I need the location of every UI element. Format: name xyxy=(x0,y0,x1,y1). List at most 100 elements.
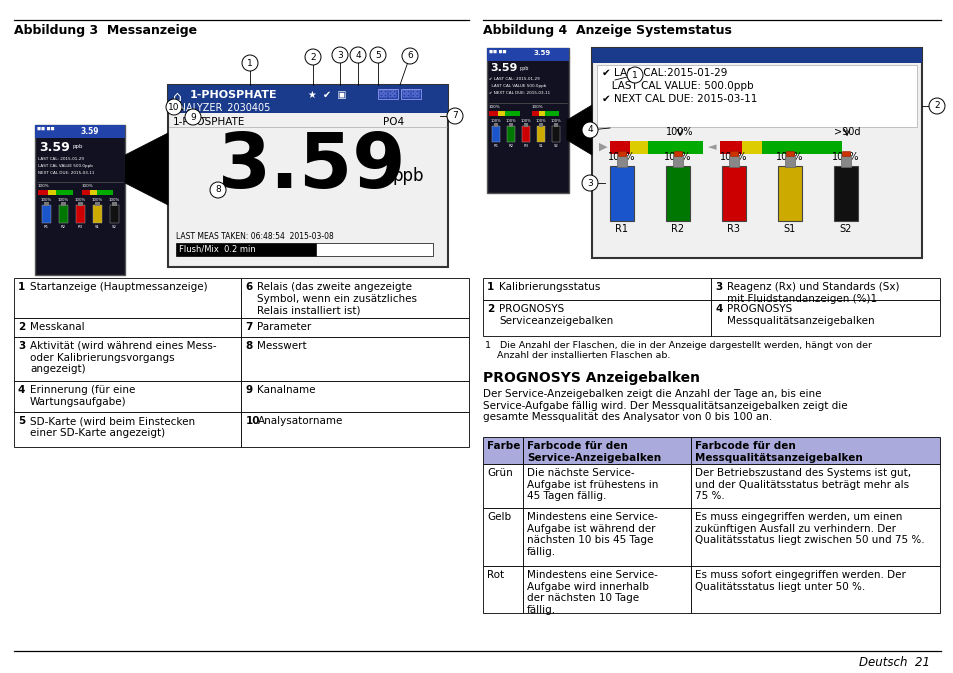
Text: 4: 4 xyxy=(715,304,722,314)
Text: 100%: 100% xyxy=(550,119,560,123)
Bar xyxy=(412,94,415,97)
Text: Deutsch  21: Deutsch 21 xyxy=(858,656,929,669)
Text: 1: 1 xyxy=(632,71,638,79)
Bar xyxy=(377,89,397,99)
Bar xyxy=(168,85,448,267)
Bar xyxy=(721,166,745,221)
Polygon shape xyxy=(566,105,592,155)
Text: ppb: ppb xyxy=(393,167,424,185)
Text: S2: S2 xyxy=(112,225,116,229)
Bar xyxy=(537,126,544,142)
Text: 2: 2 xyxy=(933,102,939,110)
Text: 7: 7 xyxy=(245,322,253,332)
Text: PROGNOSYS Anzeigebalken: PROGNOSYS Anzeigebalken xyxy=(482,371,700,385)
Bar xyxy=(672,155,682,167)
Bar xyxy=(241,412,469,447)
Text: Kanalname: Kanalname xyxy=(257,385,315,395)
Text: Der Service-Anzeigebalken zeigt die Anzahl der Tage an, bis eine
Service-Aufgabe: Der Service-Anzeigebalken zeigt die Anza… xyxy=(482,389,846,422)
Text: 100%: 100% xyxy=(38,184,50,188)
Text: Farbcode für den
Service-Anzeigebalken: Farbcode für den Service-Anzeigebalken xyxy=(526,441,660,462)
Bar xyxy=(729,151,738,156)
Circle shape xyxy=(210,182,226,198)
Bar xyxy=(609,166,634,221)
Circle shape xyxy=(332,47,348,63)
Text: Es muss eingegriffen werden, um einen
zukünftigen Ausfall zu verhindern. Der
Qua: Es muss eingegriffen werden, um einen zu… xyxy=(695,512,923,545)
Text: 9: 9 xyxy=(245,385,253,395)
Bar xyxy=(38,190,48,195)
Text: R3: R3 xyxy=(523,144,528,148)
Text: Reagenz (Rx) und Standards (Sx)
mit Fluidstandanzeigen (%)1: Reagenz (Rx) und Standards (Sx) mit Flui… xyxy=(727,282,899,304)
Bar xyxy=(482,278,711,300)
Text: 8: 8 xyxy=(214,186,221,194)
Text: Grün: Grün xyxy=(486,468,512,478)
Bar xyxy=(609,141,629,154)
Text: 10: 10 xyxy=(245,416,260,426)
Bar xyxy=(402,94,406,97)
Bar xyxy=(175,243,315,256)
Text: R3: R3 xyxy=(77,225,83,229)
Bar xyxy=(14,318,241,337)
Text: R2: R2 xyxy=(508,144,513,148)
Bar xyxy=(778,166,801,221)
Text: Erinnerung (für eine
Wartungsaufgabe): Erinnerung (für eine Wartungsaufgabe) xyxy=(30,385,135,406)
Bar xyxy=(241,318,469,337)
Bar xyxy=(522,437,690,464)
Bar xyxy=(241,278,469,318)
Text: ANALYZER_2030405: ANALYZER_2030405 xyxy=(172,102,271,113)
Bar xyxy=(841,151,849,156)
Bar xyxy=(784,155,794,167)
Bar xyxy=(97,190,112,195)
Circle shape xyxy=(242,55,257,71)
Text: S2: S2 xyxy=(839,224,851,234)
Bar xyxy=(486,48,568,61)
Bar xyxy=(92,205,102,223)
Bar xyxy=(741,141,761,154)
Bar xyxy=(592,48,921,63)
Text: LAST CAL VALUE 500.0ppb: LAST CAL VALUE 500.0ppb xyxy=(38,164,92,168)
Bar xyxy=(509,123,513,127)
Bar xyxy=(241,337,469,381)
Text: 100%: 100% xyxy=(520,119,531,123)
Text: Rot: Rot xyxy=(486,570,503,580)
Bar xyxy=(35,125,125,138)
Text: Gelb: Gelb xyxy=(486,512,511,522)
Text: ★  ✔  ▣: ★ ✔ ▣ xyxy=(308,90,346,100)
Bar xyxy=(14,337,241,381)
Bar xyxy=(492,126,499,142)
Bar xyxy=(110,205,119,223)
Text: ◄: ◄ xyxy=(707,142,716,152)
Text: 100%: 100% xyxy=(663,152,691,162)
Text: 100%: 100% xyxy=(40,198,51,202)
Bar xyxy=(597,65,916,127)
Bar xyxy=(711,278,939,300)
Text: S1: S1 xyxy=(783,224,796,234)
Bar xyxy=(482,508,522,566)
Bar xyxy=(389,94,392,97)
Bar xyxy=(482,464,522,508)
Circle shape xyxy=(626,67,642,83)
Text: ⌂: ⌂ xyxy=(172,90,182,104)
Bar xyxy=(82,190,90,195)
Text: 3: 3 xyxy=(18,341,25,351)
Bar xyxy=(482,300,711,336)
Bar xyxy=(393,94,396,97)
Circle shape xyxy=(370,47,386,63)
Text: R3: R3 xyxy=(727,224,740,234)
Circle shape xyxy=(581,175,598,191)
Bar xyxy=(61,202,66,206)
Text: 1: 1 xyxy=(247,59,253,67)
Bar xyxy=(506,126,515,142)
Text: Analysatorname: Analysatorname xyxy=(257,416,342,426)
Bar xyxy=(554,123,558,127)
Text: Messkanal: Messkanal xyxy=(30,322,85,332)
Text: 5: 5 xyxy=(18,416,25,426)
Bar xyxy=(728,155,739,167)
Text: Abbildung 3  Messanzeige: Abbildung 3 Messanzeige xyxy=(14,24,197,37)
Bar xyxy=(241,381,469,412)
Text: 5: 5 xyxy=(375,50,380,59)
Bar xyxy=(690,464,939,508)
Bar xyxy=(44,202,49,206)
Bar xyxy=(14,412,241,447)
Text: LAST CAL VALUE: 500.0ppb: LAST CAL VALUE: 500.0ppb xyxy=(601,81,753,91)
Text: 1: 1 xyxy=(486,282,494,292)
